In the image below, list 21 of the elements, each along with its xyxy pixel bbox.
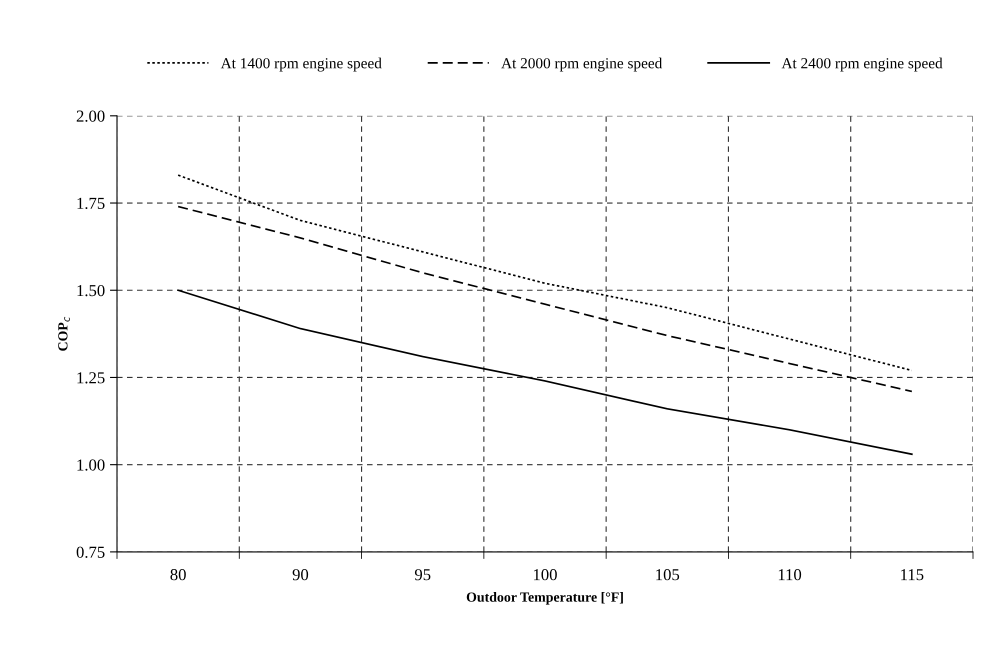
x-tick-label: 80 [170, 569, 186, 580]
x-tick-label: 90 [292, 569, 308, 580]
legend-label: At 2400 rpm engine speed [782, 58, 942, 72]
x-tick-label: 105 [656, 569, 680, 580]
y-tick-label: 1.50 [77, 284, 105, 296]
y-tick-label: 2.00 [76, 110, 105, 122]
y-tick-label: 0.75 [76, 546, 105, 558]
x-tick-label: 115 [901, 569, 924, 580]
y-tick-label: 1.00 [77, 459, 105, 471]
legend-label: At 1400 rpm engine speed [220, 58, 382, 72]
x-axis-title: Outdoor Temperature [°F] [466, 592, 623, 605]
line-series [177, 206, 913, 392]
x-tick-label: 95 [414, 569, 430, 580]
legend-label: At 2000 rpm engine speed [501, 58, 662, 72]
x-tick-label: 110 [778, 569, 802, 580]
line-series [177, 174, 913, 372]
y-tick-label: 1.25 [77, 372, 105, 384]
x-tick-label: 100 [534, 569, 557, 580]
y-axis-title: COP$_{c}$ [58, 316, 70, 351]
line-series [177, 289, 913, 456]
y-tick-label: 1.75 [77, 198, 105, 210]
